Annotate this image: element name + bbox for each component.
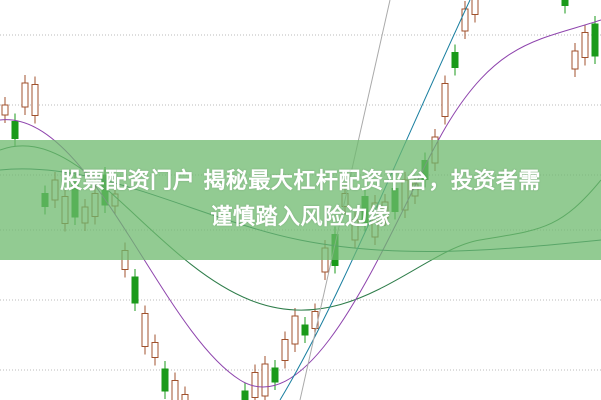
candle-body — [131, 276, 139, 304]
title-banner: 股票配资门户 揭秘最大杠杆配资平台，投资者需 谨慎踏入风险边缘 — [0, 140, 601, 260]
candle-body — [1, 104, 9, 116]
candle-body — [471, 0, 479, 15]
candle-body — [241, 390, 249, 400]
candle-body — [281, 339, 289, 361]
candle-body — [591, 23, 599, 57]
candle-body — [251, 372, 259, 398]
candle-body — [291, 315, 299, 345]
candle-body — [301, 324, 309, 336]
article-title-line1: 股票配资门户 揭秘最大杠杆配资平台，投资者需 — [60, 169, 541, 194]
candle-body — [261, 363, 269, 397]
candle-body — [141, 313, 149, 347]
candle-body — [181, 394, 189, 400]
candle-body — [161, 368, 169, 392]
candle-body — [561, 0, 569, 6]
candle-body — [271, 367, 279, 383]
candle-body — [581, 32, 589, 58]
candle-body — [571, 50, 579, 70]
candle-body — [151, 342, 159, 358]
candle-body — [21, 82, 29, 108]
candle-body — [171, 380, 179, 400]
candle-body — [461, 8, 469, 32]
article-title-line2: 谨慎踏入风险边缘 — [210, 205, 391, 230]
candle-body — [11, 121, 19, 139]
candle-body — [451, 52, 459, 68]
candle-body — [441, 83, 449, 117]
candle-body — [31, 84, 39, 116]
